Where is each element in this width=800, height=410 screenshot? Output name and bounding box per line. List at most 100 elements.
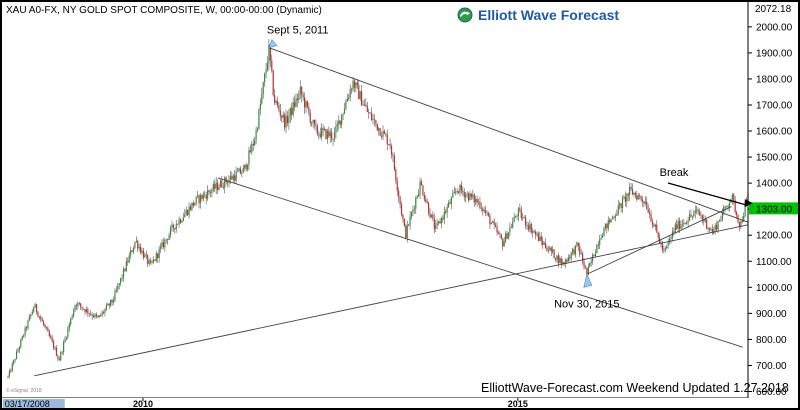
candle-body — [620, 203, 622, 209]
candle-body — [269, 44, 271, 61]
candle-body — [67, 328, 69, 338]
candle-body — [71, 316, 73, 319]
candle-body — [680, 224, 682, 229]
candle-body — [741, 221, 743, 222]
candle-body — [553, 249, 555, 259]
candle-body — [657, 231, 659, 238]
candle-body — [643, 201, 645, 204]
candle-body — [650, 214, 652, 222]
candle-body — [567, 257, 569, 262]
candle-body — [316, 125, 319, 134]
candle-body — [90, 313, 92, 315]
candle-body — [506, 233, 508, 239]
candle-body — [11, 363, 13, 372]
candle-body — [288, 116, 290, 123]
candle-body — [526, 225, 528, 226]
candle-body — [348, 97, 350, 100]
candle-body — [335, 126, 337, 133]
candle-body — [395, 169, 397, 181]
candle-body — [503, 241, 505, 247]
trend-line — [34, 224, 749, 377]
candle-body — [686, 222, 688, 224]
candle-body — [311, 122, 313, 124]
candle-body — [27, 320, 29, 329]
candle-body — [631, 188, 634, 195]
chart-title: XAU A0-FX, NY GOLD SPOT COMPOSITE, W, 00… — [6, 5, 322, 16]
y-tick-label: 1700.00 — [756, 100, 793, 111]
candle-body — [313, 119, 316, 125]
candle-body — [351, 89, 353, 91]
candle-body — [215, 182, 217, 189]
candle-body — [125, 261, 127, 271]
candle-body — [122, 268, 125, 278]
y-tick-label: 1000.00 — [756, 283, 793, 294]
candle-body — [489, 215, 491, 225]
candle-body — [616, 214, 618, 216]
candle-body — [164, 239, 166, 248]
candle-body — [469, 193, 471, 201]
candle-body — [189, 206, 192, 210]
candle-body — [428, 202, 430, 214]
candle-body — [266, 63, 269, 70]
trend-line — [268, 47, 749, 223]
candle-body — [442, 218, 444, 220]
candle-body — [599, 239, 601, 246]
candle-body — [194, 202, 196, 206]
y-axis: 600.00 700.00 800.00 900.00 1000.00 1100.00 12… — [747, 2, 798, 398]
candle-body — [162, 242, 165, 248]
candle-body — [552, 249, 554, 252]
annotation-label: Sept 5, 2011 — [267, 25, 329, 37]
candle-body — [98, 315, 100, 318]
candle-body — [390, 146, 393, 155]
candle-body — [687, 220, 689, 224]
candle-body — [58, 358, 60, 361]
candle-body — [574, 245, 577, 255]
candle-body — [137, 240, 139, 249]
candle-body — [271, 60, 273, 71]
candle-body — [607, 220, 609, 229]
candle-body — [24, 327, 26, 336]
candle-body — [656, 224, 658, 232]
candle-body — [159, 246, 162, 249]
candle-body — [205, 195, 207, 199]
candle-body — [677, 220, 679, 229]
candle-body — [429, 213, 431, 218]
candle-body — [706, 219, 708, 229]
candle-body — [415, 198, 417, 209]
candle-body — [349, 89, 351, 98]
candle-body — [285, 115, 287, 128]
candle-body — [102, 312, 105, 313]
candle-body — [653, 224, 655, 227]
candle-body — [177, 224, 179, 225]
candle-body — [520, 210, 522, 219]
candle-body — [117, 285, 119, 291]
candle-body — [543, 242, 545, 245]
candle-body — [402, 214, 404, 220]
candle-body — [392, 154, 394, 157]
candle-body — [649, 212, 651, 215]
candle-body — [84, 309, 86, 313]
candle-body — [433, 218, 435, 230]
candle-body — [207, 190, 209, 199]
candle-body — [192, 202, 194, 206]
candle-body — [523, 217, 525, 218]
candle-body — [208, 190, 210, 193]
candle-body — [586, 267, 588, 275]
candle-body — [145, 254, 147, 256]
candle-body — [617, 205, 619, 215]
candle-body — [104, 309, 106, 313]
candle-body — [375, 120, 377, 124]
candle-body — [289, 107, 291, 117]
y-tick-label: 1800.00 — [756, 74, 793, 85]
candle-body — [112, 300, 115, 303]
brand-logo[interactable]: Elliott Wave Forecast — [457, 7, 619, 23]
candle-body — [7, 376, 9, 378]
candle-body — [507, 232, 510, 239]
candle-body — [131, 250, 133, 252]
candle-body — [255, 130, 257, 141]
candle-body — [711, 229, 713, 234]
candle-body — [258, 109, 260, 129]
footer-note: ElliottWave-Forecast.com Weekend Updated… — [481, 381, 789, 395]
candle-body — [88, 313, 90, 315]
